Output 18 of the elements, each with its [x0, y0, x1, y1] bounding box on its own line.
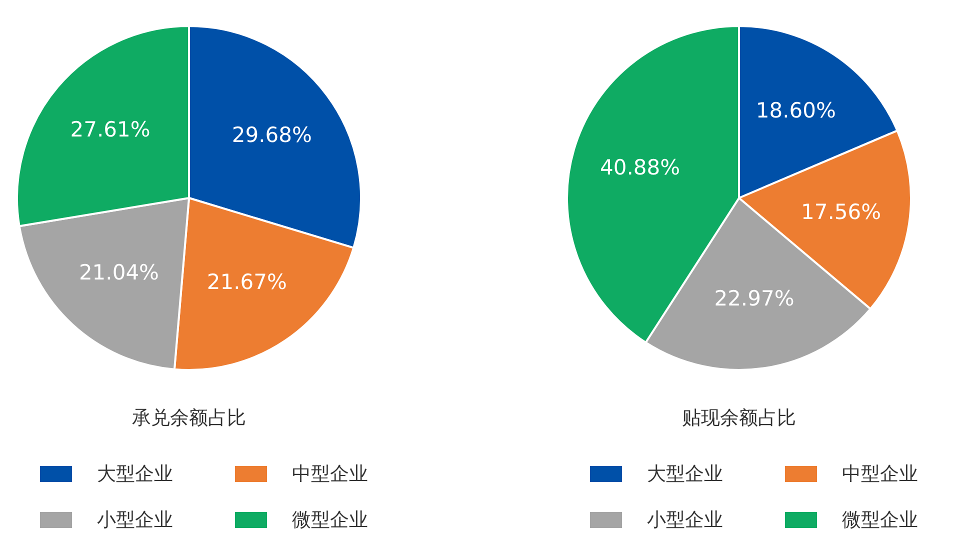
legend-label: 中型企业 — [292, 462, 368, 487]
legend-label: 大型企业 — [97, 462, 173, 487]
data-label: 29.68% — [232, 122, 312, 147]
data-label: 17.56% — [801, 200, 882, 224]
legend-label: 微型企业 — [292, 508, 368, 533]
legend-label: 中型企业 — [842, 462, 918, 487]
data-label: 21.04% — [78, 260, 160, 284]
legend-label: 小型企业 — [647, 508, 723, 533]
data-label: 18.60% — [756, 98, 836, 122]
legend-label: 小型企业 — [97, 508, 173, 533]
legend-label: 微型企业 — [842, 508, 918, 533]
text: 贴现余额占比 — [681, 406, 797, 431]
data-label: 22.97% — [714, 286, 794, 311]
text: 承兑余额占比 — [131, 406, 247, 431]
legend-label: 大型企业 — [647, 462, 723, 487]
data-label: 40.88% — [600, 155, 680, 180]
data-label: 27.61% — [70, 118, 150, 142]
data-label: 21.67% — [206, 270, 287, 294]
